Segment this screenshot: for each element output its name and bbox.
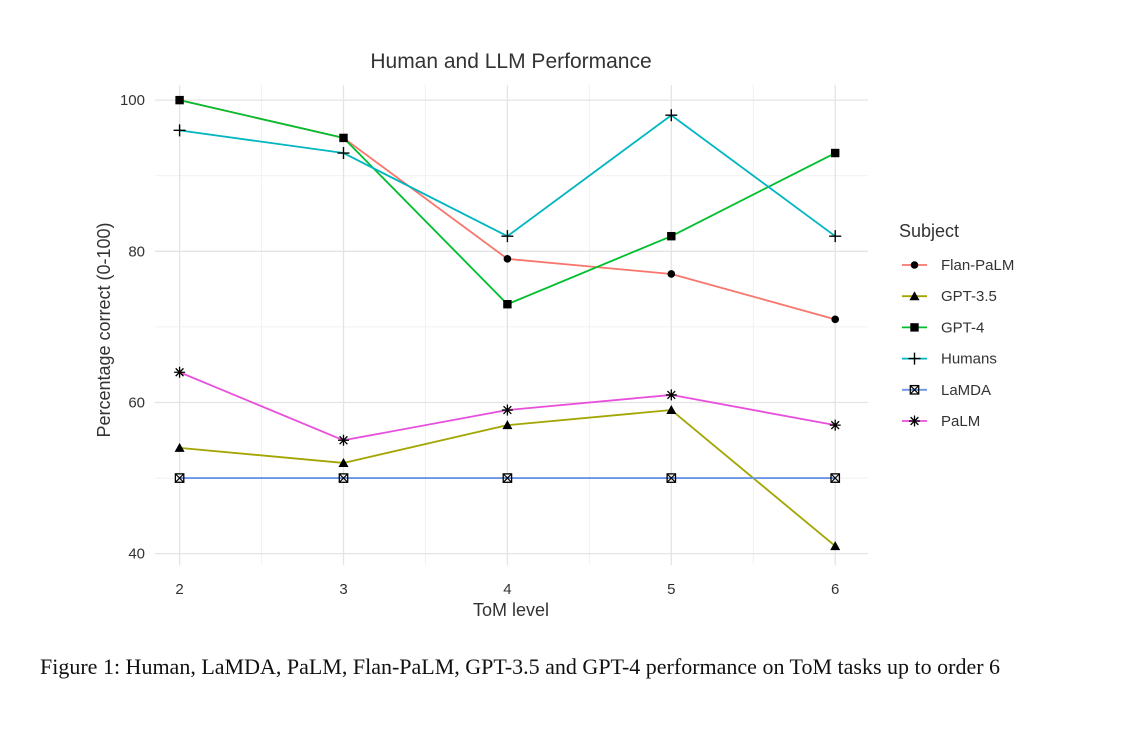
data-point-flan-palm bbox=[831, 315, 840, 324]
data-point-palm bbox=[174, 366, 186, 378]
data-point-humans bbox=[501, 230, 514, 243]
data-point-flan-palm bbox=[667, 270, 676, 278]
legend-marker-flan-palm bbox=[910, 261, 919, 269]
data-point-gpt-3-5 bbox=[174, 442, 185, 452]
marker-cross bbox=[338, 473, 349, 483]
marker-box bbox=[338, 473, 349, 483]
data-point-gpt-3-5 bbox=[338, 457, 349, 467]
data-point-humans bbox=[337, 147, 350, 160]
legend-label: GPT-4 bbox=[941, 319, 984, 336]
data-point-flan-palm bbox=[503, 255, 512, 263]
legend-marker-gpt-4 bbox=[910, 323, 919, 332]
legend-item-flan-palm: Flan-PaLM bbox=[902, 257, 1014, 274]
marker-cross bbox=[174, 473, 185, 483]
data-point-lamda bbox=[174, 473, 185, 483]
figure-caption: Figure 1: Human, LaMDA, PaLM, Flan-PaLM,… bbox=[40, 654, 1001, 679]
y-tick-label: 100 bbox=[120, 92, 145, 109]
legend-item-palm: PaLM bbox=[902, 413, 980, 430]
legend-marker-gpt-3-5 bbox=[909, 291, 920, 301]
x-tick-label: 2 bbox=[175, 581, 183, 598]
marker-box bbox=[830, 473, 841, 483]
data-point-lamda bbox=[666, 473, 677, 483]
data-point-gpt-4 bbox=[831, 148, 840, 158]
legend-items: Flan-PaLM GPT-3.5 GPT-4 Humans LaMDA PaLM bbox=[902, 257, 1014, 430]
legend: Subject Flan-PaLM GPT-3.5 GPT-4 Humans LaMDA… bbox=[899, 221, 1014, 430]
legend-marker-lamda bbox=[909, 384, 920, 395]
data-point-humans bbox=[173, 124, 186, 137]
marker-cross bbox=[502, 473, 513, 483]
x-tick-label: 3 bbox=[339, 581, 347, 598]
chart-title: Human and LLM Performance bbox=[370, 50, 651, 73]
data-point-gpt-4 bbox=[175, 95, 184, 105]
data-point-gpt-4 bbox=[339, 133, 348, 143]
data-point-palm bbox=[501, 404, 513, 416]
series-markers bbox=[173, 95, 842, 551]
legend-label: PaLM bbox=[941, 413, 980, 430]
data-point-palm bbox=[665, 389, 677, 401]
x-tick-label: 6 bbox=[831, 581, 839, 598]
legend-item-gpt-3-5: GPT-3.5 bbox=[902, 288, 997, 305]
data-point-gpt-3-5 bbox=[830, 541, 841, 551]
data-point-lamda bbox=[502, 473, 513, 483]
data-point-gpt-4 bbox=[667, 231, 676, 241]
x-tick-label: 5 bbox=[667, 581, 675, 598]
y-axis-label: Percentage correct (0-100) bbox=[94, 222, 114, 437]
legend-item-lamda: LaMDA bbox=[902, 382, 991, 399]
data-point-humans bbox=[665, 109, 678, 122]
x-axis-label: ToM level bbox=[473, 600, 549, 620]
legend-item-humans: Humans bbox=[902, 351, 997, 368]
marker-box bbox=[502, 473, 513, 483]
y-tick-label: 60 bbox=[128, 394, 145, 411]
data-point-gpt-4 bbox=[503, 300, 512, 309]
data-point-lamda bbox=[338, 473, 349, 483]
axes: 2 3 4 5 6 40 60 80 100 bbox=[120, 92, 839, 598]
y-tick-label: 40 bbox=[128, 546, 145, 563]
legend-marker-palm bbox=[909, 415, 920, 427]
data-point-gpt-3-5 bbox=[666, 405, 677, 415]
y-tick-label: 80 bbox=[128, 243, 145, 260]
grid bbox=[155, 85, 868, 565]
legend-item-gpt-4: GPT-4 bbox=[902, 319, 984, 336]
marker-cross bbox=[666, 473, 676, 483]
data-point-humans bbox=[829, 230, 842, 243]
legend-label: LaMDA bbox=[941, 382, 991, 399]
legend-label: Flan-PaLM bbox=[941, 257, 1014, 274]
data-point-gpt-3-5 bbox=[502, 420, 513, 430]
marker-box bbox=[909, 384, 920, 395]
legend-label: Humans bbox=[941, 351, 997, 368]
marker-cross bbox=[830, 473, 840, 483]
legend-marker-humans bbox=[908, 352, 921, 365]
legend-title: Subject bbox=[899, 221, 959, 241]
marker-cross bbox=[909, 385, 920, 395]
line-chart: 2 3 4 5 6 40 60 80 100 Human and LLM Performance… bbox=[94, 50, 1014, 620]
marker-box bbox=[174, 473, 185, 483]
marker-box bbox=[666, 473, 677, 483]
x-tick-label: 4 bbox=[503, 581, 511, 598]
legend-label: GPT-3.5 bbox=[941, 288, 997, 305]
data-point-lamda bbox=[830, 473, 841, 483]
data-point-palm bbox=[337, 434, 349, 446]
data-point-palm bbox=[829, 419, 841, 431]
